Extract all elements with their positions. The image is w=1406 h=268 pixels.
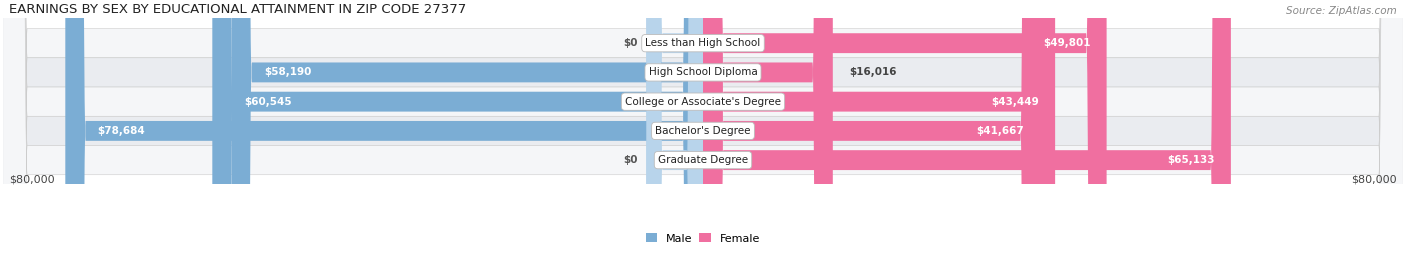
Text: $65,133: $65,133	[1167, 155, 1215, 165]
Legend: Male, Female: Male, Female	[641, 229, 765, 248]
Text: $58,190: $58,190	[264, 68, 311, 77]
Text: $60,545: $60,545	[245, 97, 292, 107]
FancyBboxPatch shape	[647, 0, 703, 268]
Text: $43,449: $43,449	[991, 97, 1039, 107]
Text: EARNINGS BY SEX BY EDUCATIONAL ATTAINMENT IN ZIP CODE 27377: EARNINGS BY SEX BY EDUCATIONAL ATTAINMEN…	[10, 3, 467, 16]
Text: Graduate Degree: Graduate Degree	[658, 155, 748, 165]
Text: Bachelor's Degree: Bachelor's Degree	[655, 126, 751, 136]
FancyBboxPatch shape	[232, 0, 703, 268]
FancyBboxPatch shape	[703, 0, 1230, 268]
Text: $49,801: $49,801	[1043, 38, 1091, 48]
FancyBboxPatch shape	[3, 0, 1403, 268]
FancyBboxPatch shape	[703, 0, 1054, 268]
FancyBboxPatch shape	[212, 0, 703, 268]
FancyBboxPatch shape	[3, 0, 1403, 268]
FancyBboxPatch shape	[3, 0, 1403, 268]
Text: College or Associate's Degree: College or Associate's Degree	[626, 97, 780, 107]
FancyBboxPatch shape	[703, 0, 832, 268]
FancyBboxPatch shape	[3, 0, 1403, 268]
Text: High School Diploma: High School Diploma	[648, 68, 758, 77]
Text: $0: $0	[624, 155, 638, 165]
Text: $16,016: $16,016	[849, 68, 897, 77]
FancyBboxPatch shape	[703, 0, 1107, 268]
FancyBboxPatch shape	[65, 0, 703, 268]
Text: $41,667: $41,667	[977, 126, 1025, 136]
FancyBboxPatch shape	[703, 0, 1040, 268]
FancyBboxPatch shape	[647, 0, 703, 268]
Text: $80,000: $80,000	[10, 175, 55, 185]
Text: Less than High School: Less than High School	[645, 38, 761, 48]
Text: $78,684: $78,684	[98, 126, 145, 136]
FancyBboxPatch shape	[3, 0, 1403, 268]
Text: Source: ZipAtlas.com: Source: ZipAtlas.com	[1286, 6, 1396, 16]
Text: $80,000: $80,000	[1351, 175, 1396, 185]
Text: $0: $0	[624, 38, 638, 48]
